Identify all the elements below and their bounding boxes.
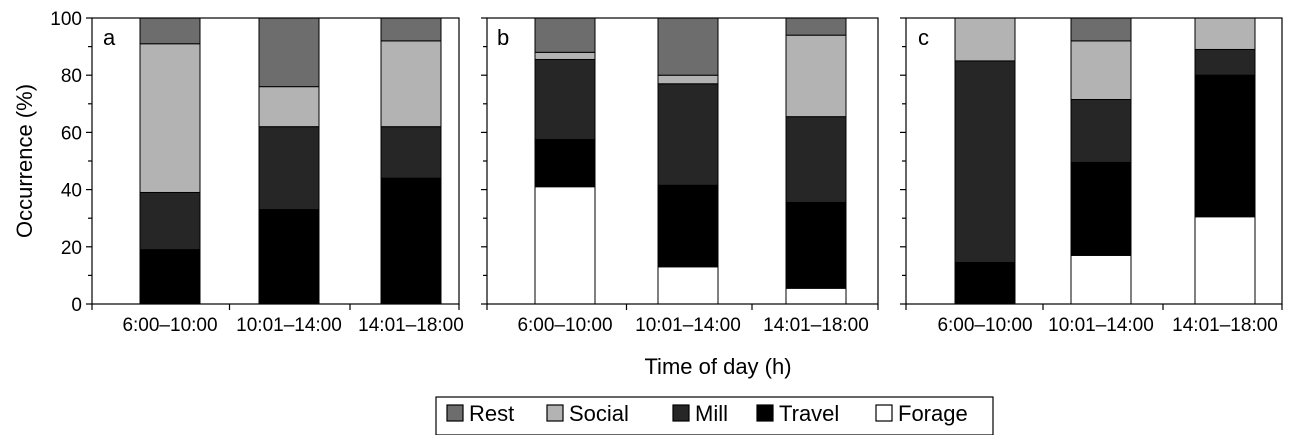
bar-segment-mill [1194,48,1256,76]
legend-item-forage: Forage [875,401,968,426]
y-axis-title: Occurrence (%) [12,84,37,238]
bar-segment-forage [534,186,596,305]
bar-segment-mill [380,126,442,179]
bar-segment-mill [954,60,1016,264]
bar-stack-a-1 [139,17,201,305]
bar-segment-mill [534,58,596,141]
bar-segment-social [1070,40,1132,101]
x-tick-label: 6:00–10:00 [517,315,612,336]
panel-a: 6:00–10:00 10:01–14:00 14:01–18:00 0 20 40 60 8… [50,9,464,336]
bar-segment-travel [954,262,1016,305]
bar-stack-c-1 [954,17,1016,305]
bar-segment-travel [534,139,596,188]
bar-segment-social [258,86,320,128]
x-axis-title: Time of day (h) [644,354,791,379]
legend-item-social: Social [546,401,629,426]
legend-label: Rest [469,401,514,426]
legend-box [435,396,994,435]
y-tick-label: 60 [61,123,82,144]
legend-label: Travel [779,401,839,426]
bar-stack-b-1 [534,17,596,305]
x-tick-label: 14:01–18:00 [358,315,464,336]
bar-segment-social [657,74,719,85]
bar-segment-travel [1194,74,1256,218]
bar-segment-travel [657,184,719,268]
legend-label: Forage [898,401,968,426]
bar-segment-rest [657,17,719,76]
panel-c: 6:00–10:00 10:01–14:00 14:01–18:00 c [900,17,1283,336]
bar-segment-forage [1194,216,1256,305]
bar-segment-forage [657,266,719,305]
legend: Rest Social Mill Travel Forage [435,396,994,435]
legend-swatch [756,404,774,422]
bar-segment-forage [1070,254,1132,305]
legend-swatch [446,404,464,422]
bar-segment-travel [380,177,442,305]
bar-segment-rest [139,17,201,45]
bar-stack-b-2 [657,17,719,305]
panel-letter: a [103,25,116,50]
bar-stack-b-3 [785,17,847,305]
bar-segment-mill [1070,99,1132,163]
bar-segment-mill [258,126,320,211]
bar-segment-social [1194,17,1256,50]
bar-segment-social [139,43,201,193]
x-tick-label: 6:00–10:00 [937,315,1032,336]
y-tick-label: 0 [71,295,82,316]
x-tick-label: 14:01–18:00 [763,315,869,336]
y-tick-label: 40 [61,181,82,202]
bar-segment-travel [1070,161,1132,256]
bar-segment-social [380,40,442,128]
bar-segment-social [954,17,1016,62]
legend-label: Mill [695,401,728,426]
legend-label: Social [569,401,629,426]
y-tick-label: 100 [50,9,82,30]
x-tick-label: 6:00–10:00 [122,315,217,336]
bar-segment-rest [534,17,596,53]
panel-b: 6:00–10:00 10:01–14:00 14:01–18:00 b [481,17,879,336]
x-tick-label: 10:01–14:00 [236,315,342,336]
bar-segment-rest [258,17,320,88]
legend-item-rest: Rest [446,401,514,426]
bar-segment-mill [785,116,847,203]
bar-segment-mill [657,83,719,186]
bar-segment-rest [1070,17,1132,42]
legend-item-travel: Travel [756,401,839,426]
panel-letter: c [918,25,929,50]
legend-swatch [875,404,893,422]
bar-stack-a-2 [258,17,320,305]
bar-stack-c-2 [1070,17,1132,305]
x-tick-label: 14:01–18:00 [1172,315,1278,336]
bar-segment-mill [139,191,201,251]
x-tick-label: 10:01–14:00 [1048,315,1154,336]
legend-swatch [546,404,564,422]
panel-letter: b [497,25,509,50]
bar-segment-social [785,34,847,118]
bar-segment-travel [139,249,201,305]
bar-segment-travel [785,201,847,289]
bar-stack-c-3 [1194,17,1256,305]
y-tick-label: 20 [61,238,82,259]
bar-segment-social [534,51,596,60]
legend-swatch [672,404,690,422]
panels: 6:00–10:00 10:01–14:00 14:01–18:00 0 20 40 60 8… [50,9,1283,336]
x-tick-label: 10:01–14:00 [635,315,741,336]
y-tick-label: 80 [61,66,82,87]
bar-segment-travel [258,209,320,305]
bar-segment-rest [380,17,442,42]
bar-segment-rest [785,17,847,36]
legend-item-mill: Mill [672,401,728,426]
bar-segment-forage [785,287,847,305]
bar-stack-a-3 [380,17,442,305]
